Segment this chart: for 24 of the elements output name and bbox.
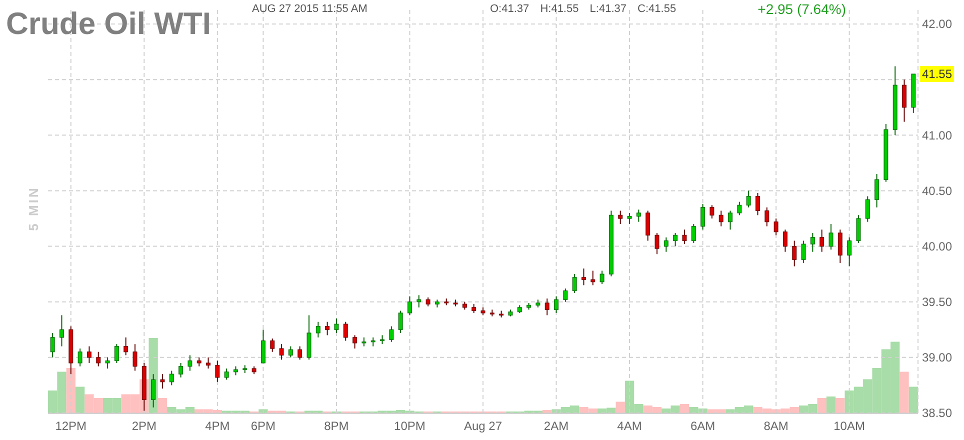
x-tick-label: 10AM <box>834 419 865 433</box>
chart-title: Crude Oil WTI <box>6 6 211 41</box>
text: O:41.37 H:41.55 L:41.37 C:41.55 <box>490 3 676 15</box>
x-tick-label: 8PM <box>324 419 349 433</box>
annotation: 41.55 <box>922 67 952 82</box>
x-tick-label: 2PM <box>132 419 156 433</box>
x-tick-label: Aug 27 <box>464 419 502 433</box>
x-tick-label: 4PM <box>205 419 230 433</box>
y-tick-label: 41.00 <box>922 128 952 142</box>
y-tick-label: 39.50 <box>922 295 952 310</box>
x-tick-label: 6PM <box>250 419 276 433</box>
x-tick-label: 10PM <box>394 419 426 433</box>
x-tick-label: 4AM <box>617 419 642 433</box>
text: +2.95 (7.64%) <box>758 1 846 17</box>
y-tick-label: 39.00 <box>922 350 952 365</box>
x-tick-label: 8AM <box>764 419 788 433</box>
x-tick-label: 12PM <box>55 419 87 433</box>
y-tick-label: 40.00 <box>922 239 952 254</box>
chart-subtitle: AUG 27 2015 11:55 AM <box>252 3 368 15</box>
y-tick-label: 40.50 <box>922 184 952 198</box>
y-tick-label: 42.00 <box>922 17 952 32</box>
x-tick-label: 2AM <box>544 419 569 433</box>
y-tick-label: 38.50 <box>922 406 952 420</box>
x-tick-label: 6AM <box>690 419 716 433</box>
